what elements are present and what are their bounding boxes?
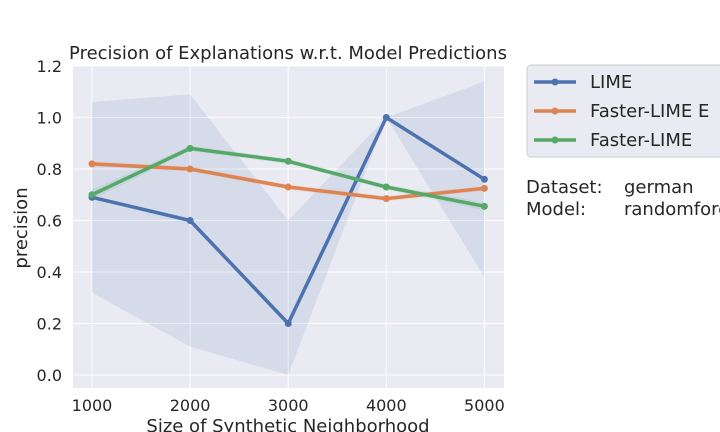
- legend-marker-faster-lime: [551, 136, 559, 144]
- legend-label-faster-lime: Faster-LIME: [590, 130, 692, 151]
- band-lime: [92, 81, 485, 375]
- info-block: Dataset: german Model: randomforest: [526, 177, 720, 220]
- point-faster-lime-e: [284, 183, 292, 191]
- legend-marker-lime: [551, 78, 559, 86]
- point-faster-lime: [284, 157, 292, 165]
- x-tick-label: 4000: [366, 396, 407, 415]
- point-faster-lime: [186, 144, 194, 152]
- x-axis-label: Size of Synthetic Neighborhood: [146, 416, 429, 432]
- point-faster-lime-e: [480, 184, 488, 192]
- point-lime: [382, 114, 390, 121]
- chart-title: Precision of Explanations w.r.t. Model P…: [69, 43, 507, 64]
- y-tick-label: 1.0: [37, 109, 62, 128]
- legend-label-faster-lime-e: Faster-LIME E: [590, 101, 709, 122]
- legend-box: [526, 64, 720, 158]
- x-tick-label: 1000: [72, 396, 113, 415]
- point-lime: [284, 320, 292, 327]
- point-lime: [186, 217, 194, 224]
- dataset-value: german: [624, 177, 694, 198]
- y-tick-label: 0.0: [37, 366, 62, 385]
- y-tick-label: 0.4: [37, 263, 62, 282]
- point-faster-lime-e: [382, 195, 390, 203]
- y-axis-label: precision: [11, 187, 32, 268]
- x-tick-label: 3000: [268, 396, 309, 415]
- point-faster-lime-e: [186, 165, 194, 173]
- x-ticks: 1000 2000 3000 4000 5000: [72, 396, 505, 415]
- legend: LIME Faster-LIME E Faster-LIME: [526, 64, 720, 158]
- point-faster-lime: [480, 202, 488, 210]
- x-tick-label: 5000: [464, 396, 505, 415]
- y-tick-label: 0.8: [37, 160, 62, 179]
- dataset-label: Dataset:: [526, 177, 603, 198]
- legend-label-lime: LIME: [590, 72, 632, 93]
- y-tick-label: 0.2: [37, 315, 62, 334]
- point-faster-lime: [88, 191, 96, 199]
- point-faster-lime-e: [88, 160, 96, 168]
- series-lines: [88, 114, 488, 327]
- model-value: randomforest: [624, 199, 720, 220]
- model-label: Model:: [526, 199, 586, 220]
- point-faster-lime: [382, 183, 390, 191]
- point-lime: [480, 175, 488, 183]
- y-tick-label: 0.6: [37, 212, 62, 231]
- x-tick-label: 2000: [170, 396, 211, 415]
- y-tick-label: 1.2: [37, 57, 62, 76]
- legend-marker-faster-lime-e: [551, 107, 559, 115]
- y-ticks: 0.0 0.2 0.4 0.6 0.8 1.0 1.2: [37, 57, 62, 385]
